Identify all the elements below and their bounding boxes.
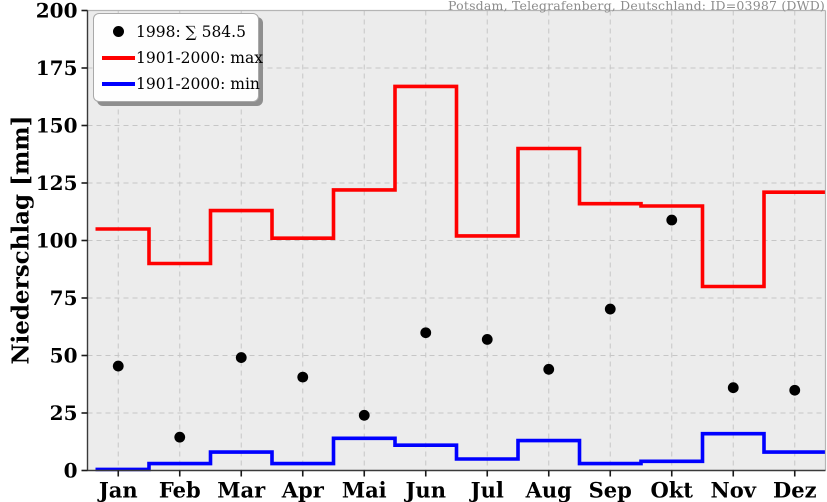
max-line-marker-icon <box>101 55 135 60</box>
max-step-line <box>95 84 826 289</box>
x-tick-label-Jun: Jun <box>404 478 446 502</box>
legend: 1998: ∑ 584.5 1901-2000: max 1901-2000: … <box>93 13 263 102</box>
min-line-marker-icon <box>101 81 135 86</box>
x-tick-label-Jan: Jan <box>97 478 138 502</box>
data-point-Okt <box>666 214 678 226</box>
y-tick-label-125: 125 <box>36 171 78 195</box>
x-tick-label-Feb: Feb <box>159 478 201 502</box>
x-tick-label-Jul: Jul <box>469 478 504 502</box>
y-tick-label-0: 0 <box>64 459 78 483</box>
legend-item-max: 1901-2000: max <box>100 47 263 68</box>
legend-item-min: 1901-2000: min <box>100 73 260 94</box>
data-point-Feb <box>174 431 186 443</box>
y-tick-label-25: 25 <box>50 401 78 425</box>
y-tick-label-100: 100 <box>36 229 78 253</box>
x-tick-label-Mar: Mar <box>217 478 266 502</box>
data-point-Nov <box>727 382 739 394</box>
data-point-Mar <box>235 352 247 363</box>
legend-max-line-marker <box>100 55 136 60</box>
min-step-line <box>95 431 826 472</box>
x-tick-label-Nov: Nov <box>711 478 757 502</box>
legend-item-1998: 1998: ∑ 584.5 <box>100 21 250 42</box>
dot-marker-icon <box>112 26 124 37</box>
data-point-Sep <box>604 303 616 315</box>
x-tick-label-Aug: Aug <box>525 478 573 502</box>
data-point-Dez <box>789 384 801 396</box>
legend-dot-marker <box>100 26 136 37</box>
legend-min-line-marker <box>100 81 136 86</box>
data-point-Jul <box>481 334 493 345</box>
legend-label: 1901-2000: max <box>136 48 263 67</box>
y-tick-label-150: 150 <box>36 114 78 138</box>
data-point-Jan <box>112 360 124 372</box>
legend-label: 1901-2000: min <box>136 74 260 93</box>
y-tick-label-175: 175 <box>36 56 78 80</box>
x-tick-label-Mai: Mai <box>342 478 387 502</box>
y-tick-label-75: 75 <box>50 286 78 310</box>
x-tick-label-Apr: Apr <box>281 478 325 502</box>
data-point-Aug <box>543 363 555 375</box>
y-tick-label-200: 200 <box>36 0 78 23</box>
y-axis-label: Niederschlag [mm] <box>7 115 35 365</box>
data-point-Jun <box>420 327 432 339</box>
data-point-Apr <box>297 371 309 383</box>
data-point-Mai <box>358 409 370 421</box>
x-tick-label-Okt: Okt <box>650 478 693 502</box>
x-tick-label-Dez: Dez <box>773 478 817 502</box>
station-annotation: Potsdam, Telegrafenberg, Deutschland: ID… <box>448 0 825 13</box>
x-tick-label-Sep: Sep <box>589 478 632 502</box>
y-tick-label-50: 50 <box>50 344 78 368</box>
legend-label: 1998: ∑ 584.5 <box>136 22 246 41</box>
